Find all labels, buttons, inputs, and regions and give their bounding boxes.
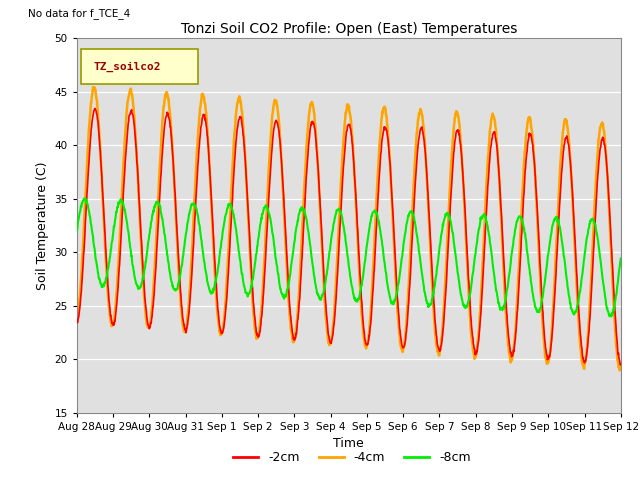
- -2cm: [553, 259, 561, 264]
- -2cm: [505, 334, 513, 339]
- -2cm: [91, 106, 99, 111]
- -8cm: [181, 238, 189, 243]
- Legend: -2cm, -4cm, -8cm: -2cm, -4cm, -8cm: [228, 446, 476, 469]
- -8cm: [195, 214, 202, 220]
- -4cm: [73, 318, 81, 324]
- Text: TZ_soilco2: TZ_soilco2: [93, 61, 161, 72]
- Line: -4cm: -4cm: [77, 87, 621, 371]
- Title: Tonzi Soil CO2 Profile: Open (East) Temperatures: Tonzi Soil CO2 Profile: Open (East) Temp…: [180, 22, 517, 36]
- -4cm: [195, 130, 202, 136]
- -8cm: [255, 231, 263, 237]
- -4cm: [505, 344, 513, 350]
- -4cm: [89, 84, 97, 90]
- -2cm: [434, 342, 442, 348]
- FancyBboxPatch shape: [81, 49, 198, 84]
- -2cm: [181, 326, 189, 332]
- -4cm: [616, 368, 623, 373]
- -2cm: [73, 318, 81, 324]
- -2cm: [616, 362, 624, 368]
- X-axis label: Time: Time: [333, 437, 364, 450]
- -4cm: [181, 329, 189, 335]
- -8cm: [434, 263, 442, 268]
- -2cm: [195, 158, 202, 164]
- -2cm: [255, 333, 263, 338]
- -4cm: [617, 364, 625, 370]
- -8cm: [607, 313, 615, 319]
- -8cm: [80, 196, 88, 202]
- -4cm: [255, 329, 263, 335]
- -2cm: [617, 361, 625, 367]
- Line: -8cm: -8cm: [77, 199, 621, 316]
- Line: -2cm: -2cm: [77, 108, 621, 365]
- Y-axis label: Soil Temperature (C): Soil Temperature (C): [36, 161, 49, 290]
- -8cm: [553, 216, 561, 222]
- -8cm: [617, 255, 625, 261]
- -8cm: [73, 228, 81, 234]
- -8cm: [505, 276, 513, 282]
- -4cm: [553, 237, 561, 242]
- -4cm: [434, 348, 442, 354]
- Text: No data for f_TCE_4: No data for f_TCE_4: [28, 9, 130, 19]
